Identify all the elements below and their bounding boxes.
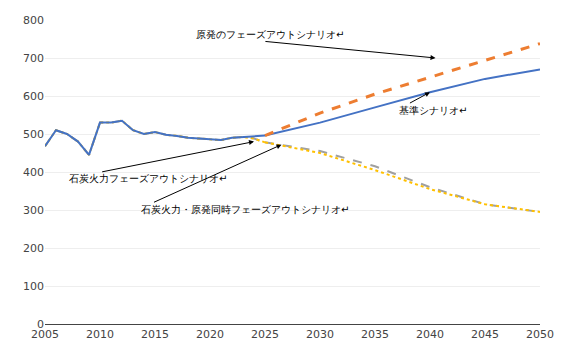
svg-text:2035: 2035 — [361, 328, 389, 341]
svg-text:700: 700 — [23, 52, 44, 65]
svg-text:2015: 2015 — [141, 328, 169, 341]
svg-text:2045: 2045 — [471, 328, 499, 341]
svg-text:2010: 2010 — [86, 328, 114, 341]
svg-text:300: 300 — [23, 204, 44, 217]
svg-text:800: 800 — [23, 14, 44, 27]
svg-text:600: 600 — [23, 90, 44, 103]
svg-text:2050: 2050 — [526, 328, 554, 341]
svg-text:2025: 2025 — [251, 328, 279, 341]
svg-text:2005: 2005 — [31, 328, 59, 341]
svg-text:2020: 2020 — [196, 328, 224, 341]
svg-text:0: 0 — [37, 318, 44, 331]
svg-text:100: 100 — [23, 280, 44, 293]
svg-text:2040: 2040 — [416, 328, 444, 341]
svg-text:500: 500 — [23, 128, 44, 141]
svg-text:石炭火力・原発同時フェーズアウトシナリオ↵: 石炭火力・原発同時フェーズアウトシナリオ↵ — [141, 204, 349, 215]
svg-text:原発のフェーズアウトシナリオ↵: 原発のフェーズアウトシナリオ↵ — [196, 29, 344, 40]
svg-text:石炭火力フェーズアウトシナリオ↵: 石炭火力フェーズアウトシナリオ↵ — [69, 173, 227, 184]
svg-text:基準シナリオ↵: 基準シナリオ↵ — [399, 105, 467, 116]
svg-text:200: 200 — [23, 242, 44, 255]
svg-text:2030: 2030 — [306, 328, 334, 341]
svg-text:400: 400 — [23, 166, 44, 179]
